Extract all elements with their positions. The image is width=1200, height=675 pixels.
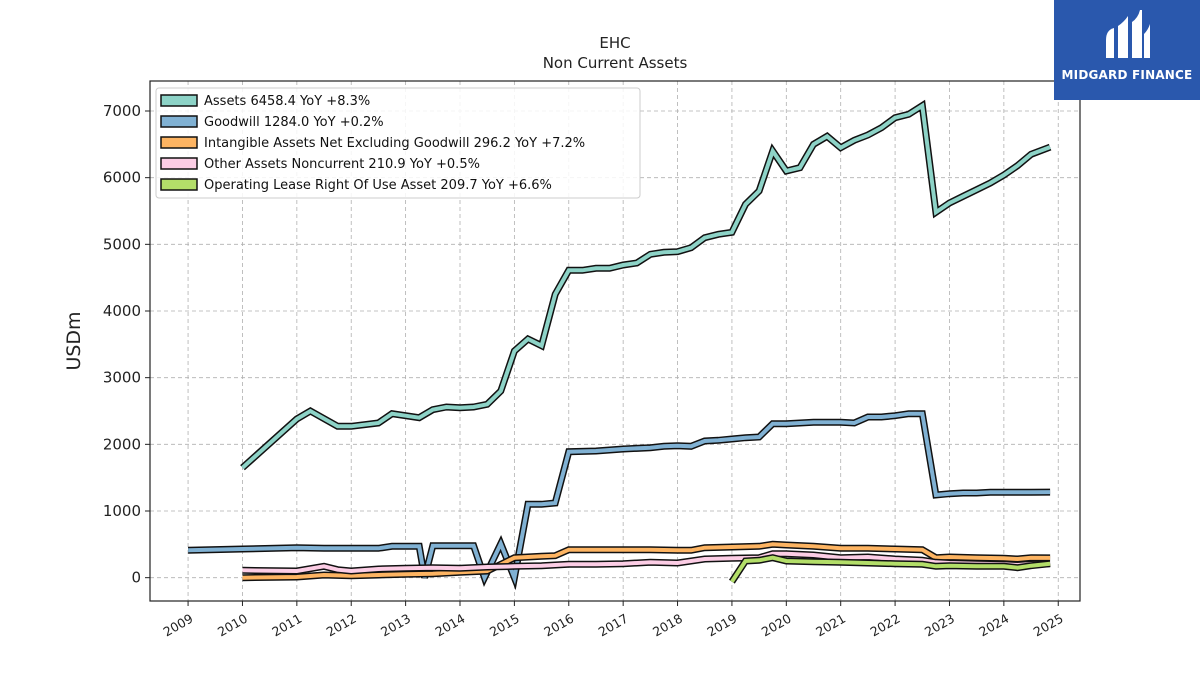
y-tick-label: 1000 <box>103 502 141 520</box>
x-tick-label: 2012 <box>324 611 359 640</box>
series-intangible-assets-net-excluding-goodwill <box>242 540 1051 582</box>
legend-swatch <box>160 157 198 170</box>
series-operating-lease-right-of-use-asset <box>728 554 1051 584</box>
legend-entry-label: Intangible Assets Net Excluding Goodwill… <box>204 136 585 151</box>
legend-entry-label: Other Assets Noncurrent 210.9 YoY +0.5% <box>204 157 480 172</box>
legend-box <box>155 87 641 199</box>
x-axis-ticks: 2009 2010 2011 2012 2013 2014 2015 2016 2017 2018… <box>161 601 1066 640</box>
x-tick-label: 2023 <box>922 611 957 640</box>
plot-frame <box>149 80 1081 602</box>
x-tick-label: 2015 <box>487 611 522 640</box>
legend-swatch <box>160 136 198 149</box>
series-line <box>241 102 1051 470</box>
y-tick-label: 5000 <box>103 235 141 253</box>
series-line <box>188 411 1051 585</box>
y-axis-label: USDm <box>63 311 85 370</box>
series-line <box>242 542 1051 580</box>
x-tick-label: 2011 <box>269 611 304 640</box>
legend: Assets 6458.4 YoY +8.3% Goodwill 1284.0 Y… <box>155 87 641 199</box>
chart-subtitle: Non Current Assets <box>543 54 688 72</box>
series-goodwill <box>188 410 1051 591</box>
y-tick-label: 4000 <box>103 302 141 320</box>
legend-swatch <box>160 115 198 128</box>
x-tick-label: 2018 <box>650 611 685 640</box>
x-tick-label: 2022 <box>868 611 903 640</box>
legend-swatch <box>160 94 198 107</box>
midgard-finance-logo: MIDGARD FINANCE <box>1054 0 1200 100</box>
y-tick-label: 7000 <box>103 102 141 120</box>
x-tick-label: 2009 <box>161 611 196 640</box>
y-axis-ticks: 0 1000 2000 3000 4000 5000 6000 7000 <box>103 102 150 587</box>
legend-entry-label: Operating Lease Right Of Use Asset 209.7… <box>204 178 552 193</box>
chart-title-group: EHC Non Current Assets <box>543 34 688 72</box>
x-tick-label: 2025 <box>1031 611 1066 640</box>
chart-title: EHC <box>599 34 630 52</box>
x-tick-label: 2021 <box>813 611 848 640</box>
x-tick-label: 2020 <box>759 611 794 640</box>
series-lines <box>188 99 1052 591</box>
x-tick-label: 2016 <box>541 611 576 640</box>
x-tick-label: 2010 <box>215 611 250 640</box>
x-tick-label: 2013 <box>378 611 413 640</box>
logo-text: MIDGARD FINANCE <box>1061 68 1193 82</box>
series-assets <box>240 99 1052 471</box>
x-tick-label: 2024 <box>976 611 1011 640</box>
x-tick-label: 2017 <box>596 611 631 640</box>
y-tick-label: 6000 <box>103 169 141 187</box>
y-tick-label: 2000 <box>103 435 141 453</box>
legend-entry-label: Goodwill 1284.0 YoY +0.2% <box>204 115 384 130</box>
x-tick-label: 2019 <box>704 611 739 640</box>
x-tick-label: 2014 <box>432 611 467 640</box>
series-line <box>730 555 1051 583</box>
legend-entry-label: Assets 6458.4 YoY +8.3% <box>204 94 370 109</box>
midgard-logo-mark-icon <box>1106 10 1150 58</box>
y-tick-label: 3000 <box>103 369 141 387</box>
y-tick-label: 0 <box>131 569 141 587</box>
legend-swatch <box>160 178 198 191</box>
